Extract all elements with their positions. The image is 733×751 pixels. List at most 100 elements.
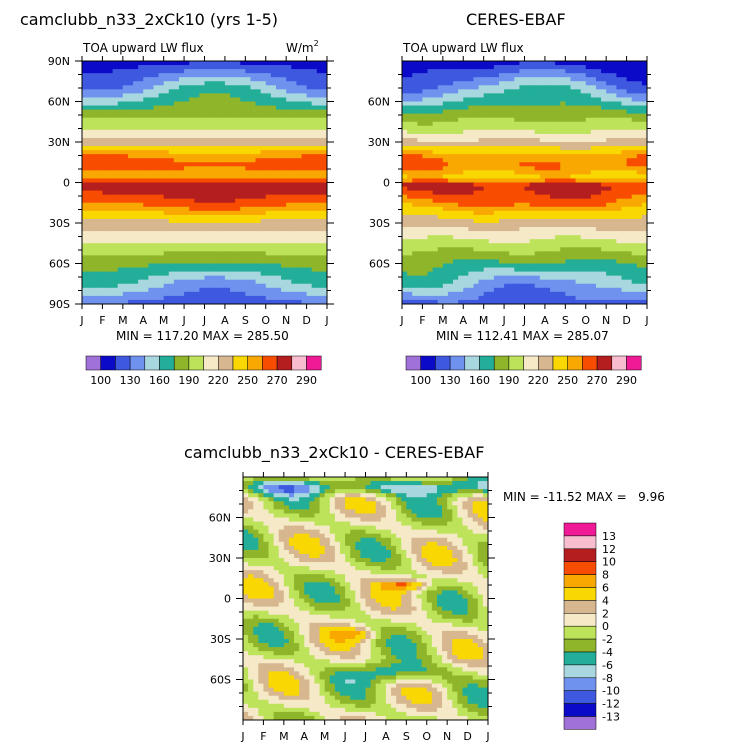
model-heatmap-cell xyxy=(184,275,190,281)
obs-heatmap-cell xyxy=(580,105,587,111)
model-heatmap-cell xyxy=(286,61,292,66)
model-heatmap-cell xyxy=(306,174,313,180)
model-heatmap-cell xyxy=(143,105,149,111)
model-heatmap-cell xyxy=(235,186,241,192)
model-heatmap-cell xyxy=(194,255,200,261)
obs-heatmap-cell xyxy=(504,93,510,99)
obs-heatmap-cell xyxy=(631,101,638,107)
obs-heatmap-cell xyxy=(417,170,424,175)
model-heatmap-cell xyxy=(107,137,114,143)
model-heatmap-cell xyxy=(82,283,88,289)
model-heatmap-cell xyxy=(270,166,277,171)
obs-heatmap-cell xyxy=(402,158,408,163)
model-heatmap-cell xyxy=(112,214,119,220)
model-heatmap-cell xyxy=(189,194,195,200)
model-heatmap-cell xyxy=(270,142,277,147)
obs-heatmap-cell xyxy=(641,158,647,163)
obs-heatmap-cell xyxy=(488,190,495,196)
model-heatmap-cell xyxy=(173,93,180,99)
model-heatmap-cell xyxy=(112,190,119,196)
model-heatmap-cell xyxy=(296,81,303,86)
obs-heatmap-cell xyxy=(427,214,434,220)
obs-heatmap-cell xyxy=(504,125,510,131)
obs-heatmap-cell xyxy=(412,186,418,192)
model-heatmap-cell xyxy=(148,158,155,163)
obs-heatmap-cell xyxy=(493,77,500,82)
model-heatmap-cell xyxy=(178,206,185,212)
obs-heatmap-cell xyxy=(544,150,551,155)
model-heatmap-cell xyxy=(230,271,236,277)
model-heatmap-cell xyxy=(260,190,267,196)
model-heatmap-cell xyxy=(82,275,88,281)
obs-heatmap-cell xyxy=(468,105,475,111)
obs-heatmap-cell xyxy=(519,202,526,208)
obs-heatmap-cell xyxy=(509,162,515,167)
model-heatmap-cell xyxy=(306,166,313,171)
model-heatmap-cell xyxy=(224,206,231,212)
model-heatmap-cell xyxy=(127,206,134,212)
model-heatmap-cell xyxy=(173,85,180,90)
obs-heatmap-cell xyxy=(575,178,582,184)
model-heatmap-cell xyxy=(255,202,262,208)
model-heatmap-cell xyxy=(311,125,318,131)
model-heatmap-cell xyxy=(122,137,129,143)
obs-heatmap-cell xyxy=(468,162,475,167)
obs-heatmap-cell xyxy=(601,154,607,159)
model-heatmap-cell xyxy=(316,259,323,265)
model-heatmap-cell xyxy=(163,150,170,155)
obs-heatmap-cell xyxy=(468,73,475,78)
model-heatmap-cell xyxy=(235,154,241,159)
obs-heatmap-cell xyxy=(468,121,475,127)
model-heatmap-cell xyxy=(173,113,180,119)
obs-heatmap-cell xyxy=(458,178,464,184)
obs-heatmap-cell xyxy=(458,109,464,115)
model-heatmap-cell xyxy=(281,202,287,208)
model-heatmap-cell xyxy=(97,89,104,94)
obs-heatmap-cell xyxy=(498,166,505,171)
obs-heatmap-cell xyxy=(626,133,633,139)
model-heatmap-cell xyxy=(168,275,175,281)
model-heatmap-cell xyxy=(281,190,287,196)
model-heatmap-cell xyxy=(148,150,155,155)
model-heatmap-cell xyxy=(240,162,246,167)
obs-heatmap-cell xyxy=(534,105,541,111)
obs-heatmap-cell xyxy=(442,105,449,111)
model-heatmap-cell xyxy=(97,85,104,90)
obs-heatmap-cell xyxy=(442,154,449,159)
obs-heatmap-cell xyxy=(631,158,638,163)
model-heatmap-cell xyxy=(219,117,226,123)
obs-heatmap-cell xyxy=(447,186,454,192)
obs-heatmap-cell xyxy=(468,231,475,236)
obs-heatmap-cell xyxy=(504,202,510,208)
model-heatmap-cell xyxy=(204,275,211,281)
obs-heatmap-cell xyxy=(575,146,582,151)
model-heatmap-cell xyxy=(112,97,119,103)
obs-heatmap-cell xyxy=(437,93,444,99)
model-heatmap-cell xyxy=(240,231,246,236)
model-heatmap-cell xyxy=(199,101,206,107)
model-heatmap-cell xyxy=(214,129,221,135)
model-heatmap-cell xyxy=(122,77,129,82)
model-heatmap-cell xyxy=(260,154,267,159)
model-heatmap-cell xyxy=(230,239,236,244)
model-heatmap-cell xyxy=(102,129,109,135)
model-heatmap-cell xyxy=(158,61,165,66)
obs-heatmap-cell xyxy=(478,81,485,86)
obs-heatmap-cell xyxy=(570,162,577,167)
model-heatmap-cell xyxy=(214,214,221,220)
model-heatmap-cell xyxy=(158,146,165,151)
obs-heatmap-cell xyxy=(442,198,449,204)
obs-heatmap-cell xyxy=(631,166,638,171)
obs-heatmap-cell xyxy=(468,85,475,90)
model-heatmap-cell xyxy=(158,142,165,147)
obs-heatmap-cell xyxy=(504,227,510,232)
obs-heatmap-cell xyxy=(524,89,531,94)
model-heatmap-cell xyxy=(265,105,272,111)
obs-heatmap-cell xyxy=(570,65,577,70)
obs-heatmap-cell xyxy=(493,125,500,131)
model-heatmap-cell xyxy=(230,85,236,90)
model-heatmap-cell xyxy=(214,158,221,163)
model-heatmap-cell xyxy=(245,291,252,297)
model-heatmap-cell xyxy=(306,247,313,252)
model-heatmap-cell xyxy=(148,259,155,265)
